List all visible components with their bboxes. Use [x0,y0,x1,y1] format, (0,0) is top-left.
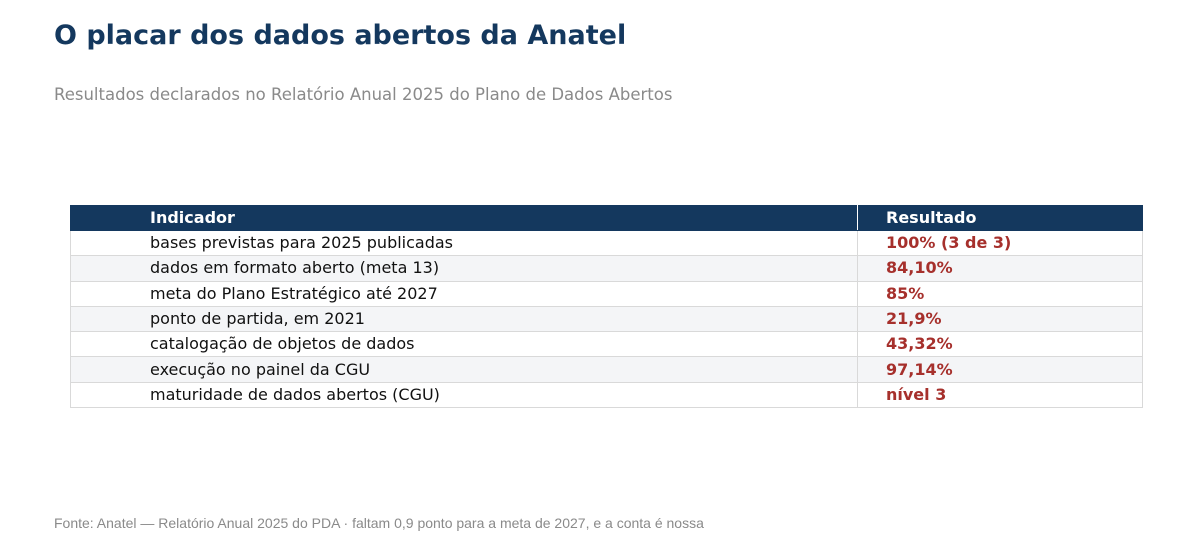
source-note: Fonte: Anatel — Relatório Anual 2025 do … [54,515,704,531]
result-cell: 21,9% [857,305,1143,333]
table-row: meta do Plano Estratégico até 2027 85% [70,280,1143,307]
indicator-cell: catalogação de objetos de dados [70,331,858,358]
table-row: maturidade de dados abertos (CGU) nível 3 [70,381,1143,409]
result-cell: 84,10% [857,255,1143,282]
chart-title: O placar dos dados abertos da Anatel [54,20,627,51]
column-header-result: Resultado [857,205,1143,231]
result-cell: 85% [857,280,1143,307]
scoreboard-table: Indicador Resultado bases previstas para… [70,205,1143,409]
indicator-cell: ponto de partida, em 2021 [70,305,858,333]
result-cell: nível 3 [857,381,1143,409]
indicator-cell: execução no painel da CGU [70,356,858,383]
result-cell: 97,14% [857,356,1143,383]
table-row: bases previstas para 2025 publicadas 100%… [70,229,1143,257]
indicator-cell: maturidade de dados abertos (CGU) [70,381,858,409]
result-cell: 43,32% [857,331,1143,358]
table-header-row: Indicador Resultado [70,205,1143,231]
indicator-cell: dados em formato aberto (meta 13) [70,255,858,282]
column-header-indicator: Indicador [70,205,858,231]
indicator-cell: meta do Plano Estratégico até 2027 [70,280,858,307]
indicator-cell: bases previstas para 2025 publicadas [70,229,858,257]
table-body: bases previstas para 2025 publicadas 100%… [70,229,1143,409]
table-header: Indicador Resultado [70,205,1143,231]
chart-subtitle: Resultados declarados no Relatório Anual… [54,85,673,104]
table-row: dados em formato aberto (meta 13) 84,10% [70,255,1143,282]
table-row: catalogação de objetos de dados 43,32% [70,331,1143,358]
result-cell: 100% (3 de 3) [857,229,1143,257]
table-row: execução no painel da CGU 97,14% [70,356,1143,383]
table-row: ponto de partida, em 2021 21,9% [70,305,1143,333]
